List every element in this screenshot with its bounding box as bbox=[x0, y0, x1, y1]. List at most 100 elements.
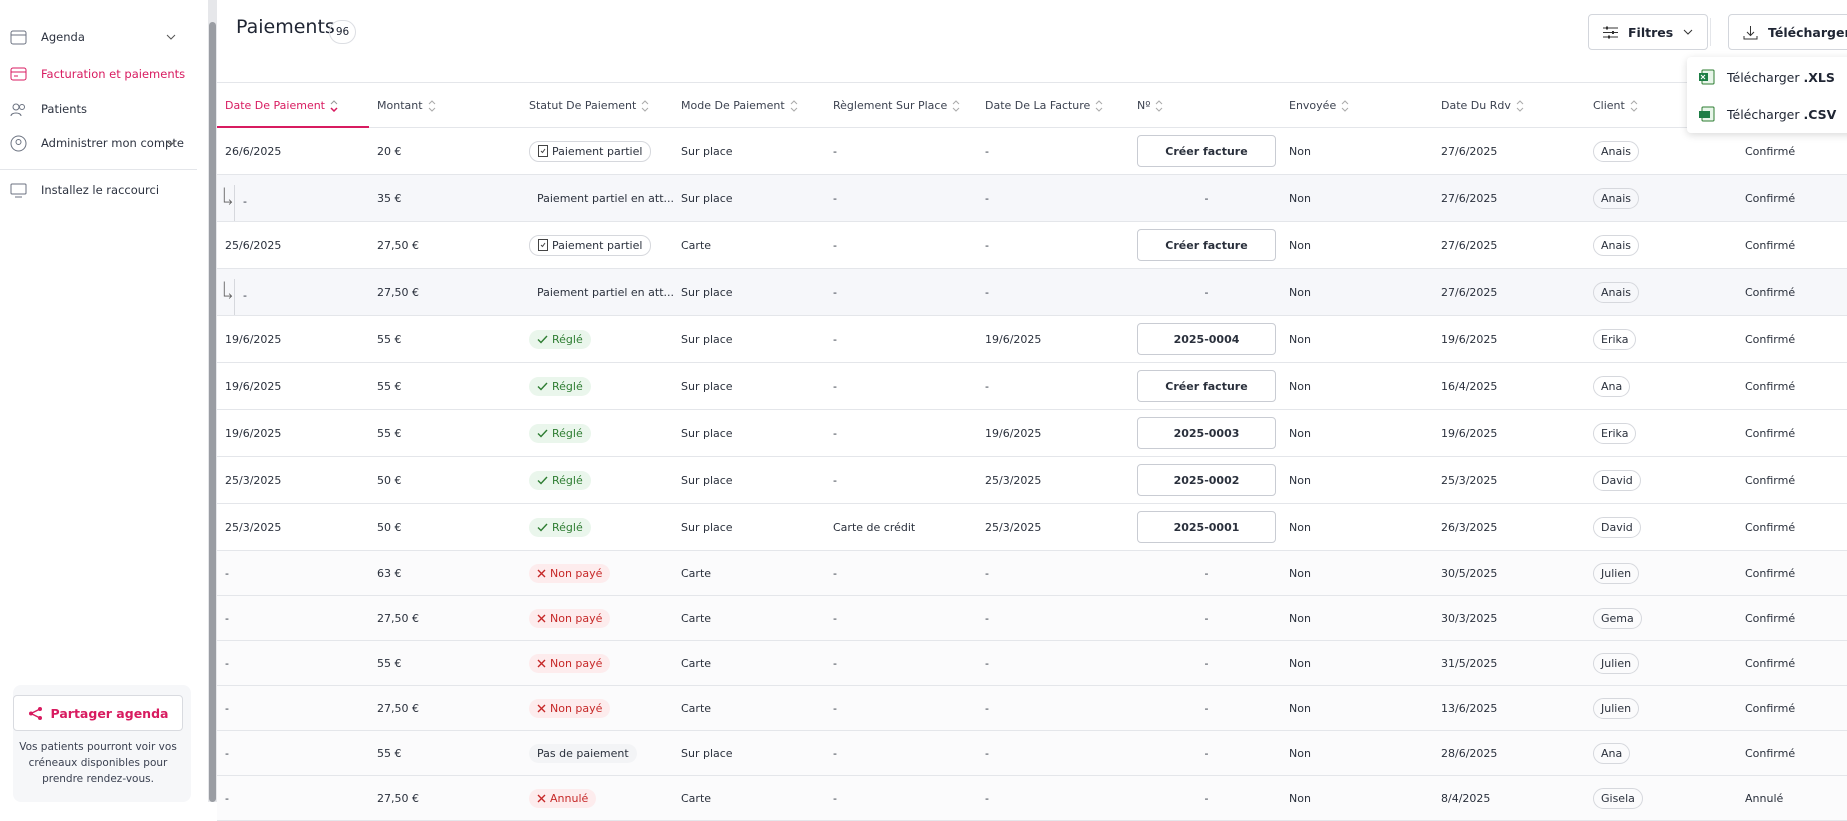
client-chip: Julien bbox=[1593, 652, 1640, 674]
table-cell: - bbox=[833, 551, 985, 595]
table-cell: Non bbox=[1289, 596, 1441, 640]
table-cell: Non bbox=[1289, 363, 1441, 409]
cell-text: Carte bbox=[681, 238, 712, 252]
invoice-button[interactable]: Créer facture bbox=[1137, 370, 1276, 402]
cell-text: Confirmé bbox=[1745, 191, 1796, 205]
cell-text: Confirmé bbox=[1745, 611, 1796, 625]
invoice-button[interactable]: 2025-0003 bbox=[1137, 417, 1276, 449]
download-button[interactable]: Télécharger bbox=[1728, 14, 1847, 50]
table-cell: Pas de paiement bbox=[529, 731, 681, 775]
table-cell: 55 € bbox=[377, 410, 529, 456]
invoice-number: - bbox=[1204, 656, 1209, 670]
icon bbox=[537, 523, 548, 532]
icon bbox=[537, 335, 548, 344]
scroll-thumb[interactable] bbox=[209, 22, 216, 802]
cell-text: Confirmé bbox=[1745, 566, 1796, 580]
cell-text: - bbox=[985, 656, 989, 670]
cell-text: - bbox=[833, 191, 837, 205]
table-cell: Carte bbox=[681, 641, 833, 685]
table-cell: 19/6/2025 bbox=[225, 363, 377, 409]
table-cell: Confirmé bbox=[1745, 551, 1847, 595]
cell-text: 26/6/2025 bbox=[225, 144, 282, 158]
table-cell: - bbox=[833, 175, 985, 221]
cell-text: 27/6/2025 bbox=[1441, 191, 1498, 205]
icon bbox=[10, 135, 27, 151]
table-cell: Non bbox=[1289, 316, 1441, 362]
share-button[interactable]: Partager agenda bbox=[13, 695, 183, 731]
status-chip: Non payé bbox=[529, 698, 611, 718]
table-cell: 27/6/2025 bbox=[1441, 175, 1593, 221]
table-cell: Confirmé bbox=[1745, 175, 1847, 221]
icon bbox=[1699, 106, 1715, 122]
cell-text: 19/6/2025 bbox=[985, 332, 1042, 346]
invoice-button[interactable]: Créer facture bbox=[1137, 135, 1276, 167]
sidebar: Agenda Facturation et paiements Patients… bbox=[0, 0, 210, 802]
table-row: - 27,50 € Non payé Carte - - - Non 30/3/2025 Gema… bbox=[217, 596, 1847, 641]
invoice-button[interactable]: 2025-0004 bbox=[1137, 323, 1276, 355]
nav-item[interactable]: Administrer mon compte bbox=[10, 126, 190, 160]
cell-text: Non bbox=[1289, 238, 1311, 252]
nav-item[interactable]: Agenda bbox=[10, 20, 190, 54]
column-header[interactable]: Date De Paiement bbox=[225, 99, 338, 112]
cell-text: - bbox=[985, 379, 989, 393]
icon bbox=[537, 704, 546, 713]
cell-text: 19/6/2025 bbox=[225, 426, 282, 440]
nav-label: Administrer mon compte bbox=[41, 136, 184, 150]
table-cell: 19/6/2025 bbox=[225, 410, 377, 456]
invoice-button[interactable]: 2025-0001 bbox=[1137, 511, 1276, 543]
menu-item[interactable]: Télécharger .CSV bbox=[1699, 96, 1836, 132]
status-label: Réglé bbox=[552, 520, 583, 534]
invoice-number: - bbox=[1204, 611, 1209, 625]
table-cell: Ana bbox=[1593, 731, 1745, 775]
invoice-button[interactable]: 2025-0002 bbox=[1137, 464, 1276, 496]
cell-text: - bbox=[833, 332, 837, 346]
nav-item[interactable]: Facturation et paiements bbox=[10, 57, 190, 91]
table-cell: - bbox=[833, 731, 985, 775]
cell-text: Confirmé bbox=[1745, 379, 1796, 393]
table-cell: Sur place bbox=[681, 128, 833, 174]
nav-item[interactable]: Installez le raccourci bbox=[10, 173, 190, 207]
table-cell: - bbox=[1137, 269, 1289, 315]
menu-item[interactable]: Télécharger .XLS bbox=[1699, 59, 1835, 95]
table-cell: - bbox=[1137, 641, 1289, 685]
column-header[interactable]: Règlement Sur Place bbox=[833, 99, 960, 112]
table-cell: - bbox=[833, 222, 985, 268]
cell-text: - bbox=[833, 746, 837, 760]
cell-text: - bbox=[985, 746, 989, 760]
column-header[interactable]: Date De La Facture bbox=[985, 99, 1103, 112]
column-header[interactable]: Date Du Rdv bbox=[1441, 99, 1524, 112]
column-header[interactable]: Envoyée bbox=[1289, 99, 1349, 112]
table-cell: - bbox=[985, 175, 1137, 221]
cell-text: 30/5/2025 bbox=[1441, 566, 1498, 580]
table-cell: - bbox=[985, 269, 1137, 315]
icon bbox=[428, 99, 436, 112]
column-header[interactable]: Statut De Paiement bbox=[529, 99, 649, 112]
cell-text: 30/3/2025 bbox=[1441, 611, 1498, 625]
column-header[interactable]: Client bbox=[1593, 99, 1638, 112]
filters-button[interactable]: Filtres bbox=[1588, 14, 1709, 50]
cell-text: 27/6/2025 bbox=[1441, 238, 1498, 252]
column-header[interactable]: Mode De Paiement bbox=[681, 99, 798, 112]
nav-item[interactable]: Patients bbox=[10, 92, 190, 126]
table-cell: Paiement partiel en att... bbox=[529, 175, 681, 221]
table-cell: 25/3/2025 bbox=[1441, 457, 1593, 503]
table-cell: - bbox=[243, 175, 395, 221]
status-chip: Annulé bbox=[529, 788, 597, 808]
invoice-button[interactable]: Créer facture bbox=[1137, 229, 1276, 261]
client-chip: Julien bbox=[1593, 562, 1640, 584]
icon bbox=[1699, 69, 1715, 85]
nav-label: Facturation et paiements bbox=[41, 67, 186, 81]
share-text: Vos patients pourront voir vos créneaux … bbox=[19, 741, 177, 785]
invoice-number: - bbox=[1204, 746, 1209, 760]
table-row: 19/6/2025 55 € Réglé Sur place - 19/6/2025 202… bbox=[217, 410, 1847, 457]
cell-text: - bbox=[833, 611, 837, 625]
table-cell: Non bbox=[1289, 551, 1441, 595]
column-header[interactable]: Nº bbox=[1137, 99, 1163, 112]
table-cell: Non payé bbox=[529, 641, 681, 685]
cell-text: Non bbox=[1289, 379, 1311, 393]
table-cell: Sur place bbox=[681, 504, 833, 550]
cell-text: - bbox=[225, 656, 229, 670]
table-cell: Sur place bbox=[681, 363, 833, 409]
column-header[interactable]: Montant bbox=[377, 99, 436, 112]
